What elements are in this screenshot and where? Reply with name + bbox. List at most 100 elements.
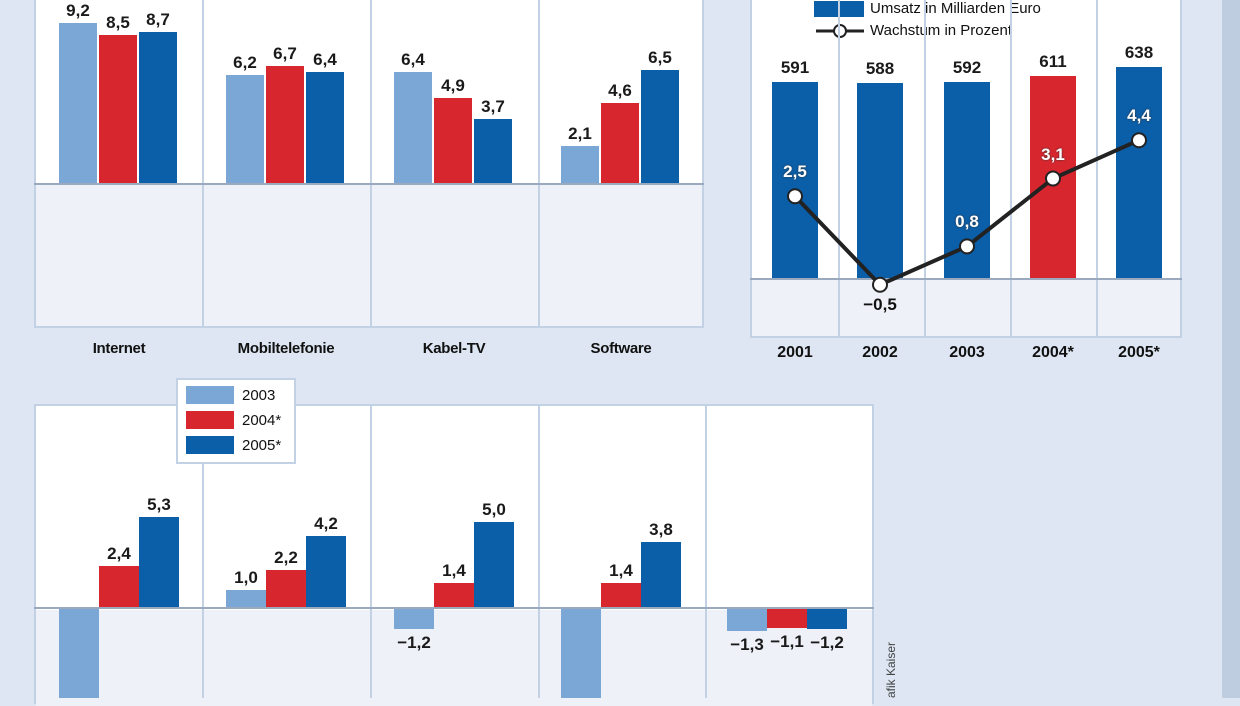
value-label: 6,2 — [233, 53, 257, 73]
value-label: −1,2 — [397, 633, 431, 653]
legend-swatch-2003 — [186, 386, 234, 404]
year-label-2002: 2002 — [862, 344, 898, 361]
bar-2004-mobiltelefonie — [266, 66, 304, 183]
year-label-2001: 2001 — [777, 344, 813, 361]
bar-2003-group-4 — [727, 609, 767, 632]
legend-label-2005: 2005* — [242, 436, 282, 454]
revenue-value-label: 638 — [1124, 43, 1154, 63]
revenue-bar-2005 — [1116, 67, 1162, 278]
group-separator — [538, 0, 540, 326]
legend-label-2003: 2003 — [242, 386, 276, 404]
value-label: −1,1 — [770, 631, 804, 651]
group-separator — [1096, 0, 1098, 336]
legend-item-2005: 2005* — [186, 436, 281, 454]
value-label: 3,7 — [481, 96, 505, 116]
legend-item-2004: 2004* — [186, 411, 281, 429]
bar-2005-mobiltelefonie — [306, 71, 344, 183]
bar-2004-group-4 — [767, 609, 807, 628]
legend-label-growth: Wachstum in Prozent — [870, 22, 1012, 39]
revenue-value-label: 591 — [780, 57, 810, 77]
category-label-internet: Internet — [92, 340, 146, 357]
bar-2003-group-2 — [394, 609, 434, 630]
value-label: 2,1 — [568, 124, 592, 144]
value-label: 9,2 — [66, 0, 90, 20]
bar-2004-group-3 — [601, 583, 641, 607]
bar-2005-group-0 — [139, 516, 179, 607]
year-label-2004: 2004* — [1032, 344, 1074, 361]
value-label: 6,7 — [273, 44, 297, 64]
group-separator — [538, 404, 540, 698]
growth-value-label: 3,1 — [1041, 144, 1065, 164]
legend-growth: Wachstum in Prozent — [814, 22, 1012, 39]
category-label-kabel-tv: Kabel-TV — [422, 340, 486, 357]
revenue-bar-2002 — [857, 82, 903, 278]
category-label-mobiltelefonie: Mobiltelefonie — [237, 340, 335, 357]
value-label: 1,4 — [609, 561, 633, 581]
value-label: 6,5 — [648, 47, 672, 67]
bar-2004-internet — [99, 35, 137, 183]
value-label: 8,7 — [146, 9, 170, 29]
zero-line — [34, 607, 874, 609]
bar-2004-kabel-tv — [434, 97, 472, 183]
value-label: 8,5 — [106, 13, 130, 33]
value-label: 2,4 — [107, 544, 131, 564]
year-label-2005: 2005* — [1118, 344, 1160, 361]
value-label: 5,0 — [482, 500, 506, 519]
growth-point — [872, 276, 888, 293]
zero-line — [34, 183, 704, 185]
revenue-bar-2001 — [772, 81, 818, 278]
bar-2005-group-3 — [641, 542, 681, 607]
bar-2003-internet — [59, 22, 97, 183]
bar-2005-kabel-tv — [474, 118, 512, 183]
value-label: 5,3 — [147, 494, 171, 514]
value-label: 4,9 — [441, 75, 465, 95]
value-label: 1,0 — [234, 568, 258, 587]
value-label: −1,2 — [810, 633, 844, 653]
group-separator — [202, 404, 204, 698]
group-separator — [705, 404, 707, 698]
revenue-value-label: 611 — [1039, 51, 1067, 71]
legend-swatch-2005 — [186, 436, 234, 454]
bar-2005-internet — [139, 31, 177, 183]
growth-value-label: 0,8 — [955, 212, 979, 232]
group-separator — [924, 0, 926, 336]
legend-item-2003: 2003 — [186, 386, 275, 404]
bar-2003-mobiltelefonie — [226, 75, 264, 183]
legend-swatch-2004 — [186, 411, 234, 429]
group-separator — [202, 0, 204, 326]
growth-value-label: −0,5 — [863, 294, 897, 314]
category-label-software: Software — [590, 340, 652, 357]
zero-line — [750, 278, 1182, 280]
bar-2005-group-4 — [807, 609, 847, 630]
bar-2003-group-3 — [561, 609, 601, 698]
bar-2003-group-0 — [59, 609, 99, 698]
bar-2004-group-2 — [434, 583, 474, 607]
bar-2003-software — [561, 146, 599, 183]
value-label: 4,6 — [608, 80, 632, 100]
year-label-2003: 2003 — [949, 344, 985, 361]
legend-label-revenue: Umsatz in Milliarden Euro — [870, 0, 1041, 17]
value-label: −1,3 — [730, 635, 764, 655]
bar-2003-group-1 — [226, 590, 266, 607]
value-label: 6,4 — [401, 49, 425, 69]
growth-point — [1131, 132, 1147, 149]
background-stripe — [1222, 0, 1240, 698]
growth-point — [787, 188, 803, 205]
group-separator — [838, 0, 840, 336]
bar-2005-group-2 — [474, 522, 514, 607]
bar-2005-software — [641, 69, 679, 183]
value-label: 3,8 — [649, 520, 673, 540]
bar-2004-group-1 — [266, 569, 306, 607]
group-separator — [370, 404, 372, 698]
revenue-value-label: 588 — [865, 58, 895, 78]
revenue-value-label: 592 — [952, 57, 982, 77]
bar-2004-software — [601, 102, 639, 183]
legend-line-icon — [816, 23, 864, 38]
value-label: 1,4 — [442, 561, 466, 581]
bar-2003-kabel-tv — [394, 71, 432, 183]
growth-value-label: 2,5 — [783, 162, 807, 182]
growth-value-label: 4,4 — [1127, 106, 1151, 126]
bar-2005-group-1 — [306, 535, 346, 607]
legend-box: 2003 2004* 2005* — [176, 378, 296, 464]
